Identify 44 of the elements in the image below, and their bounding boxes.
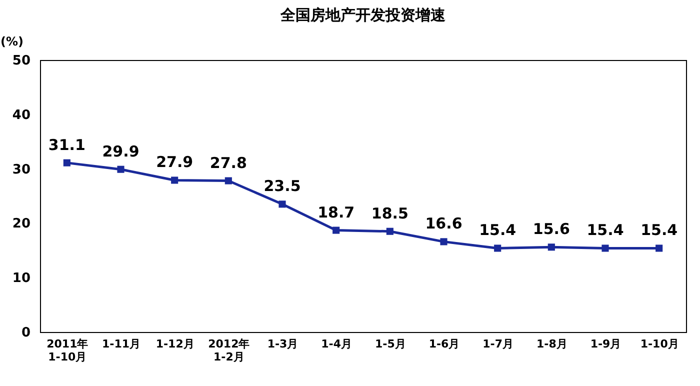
data-label: 27.9 xyxy=(156,153,194,172)
x-tick-label: 1-5月 xyxy=(374,338,406,350)
x-tick-label: 1-6月 xyxy=(428,338,460,350)
point xyxy=(494,244,502,252)
x-tick-label: 1-11月 xyxy=(102,338,141,350)
data-label: 23.5 xyxy=(264,177,301,196)
y-tick-label: 10 xyxy=(12,271,30,286)
x-tick-label: 1-3月 xyxy=(267,338,298,350)
point xyxy=(602,244,609,252)
y-tick-label: 0 xyxy=(21,326,30,340)
data-label: 15.4 xyxy=(479,221,516,240)
point xyxy=(224,177,232,184)
point xyxy=(117,166,124,173)
x-tick-label: 1-8月 xyxy=(536,338,568,350)
y-tick-label: 20 xyxy=(12,216,30,232)
point xyxy=(278,200,286,208)
data-label: 29.9 xyxy=(102,142,140,160)
x-tick-label: 2011年 1-10月 xyxy=(46,338,88,364)
x-tick-label: 1-10月 xyxy=(640,338,679,350)
y-tick-label: 50 xyxy=(12,54,30,68)
data-label: 31.1 xyxy=(48,136,86,154)
point xyxy=(63,159,70,166)
x-tick-label: 1-9月 xyxy=(590,338,622,350)
y-axis-title: (%) xyxy=(0,34,24,48)
data-label: 15.6 xyxy=(532,220,570,238)
point xyxy=(332,226,340,234)
point xyxy=(440,238,448,246)
chart-title: 全国房地产开发投资增速 xyxy=(280,6,446,24)
data-label: 27.8 xyxy=(210,154,247,172)
point xyxy=(171,176,178,184)
y-tick-label: 30 xyxy=(12,162,30,178)
data-label: 15.4 xyxy=(640,221,678,240)
x-tick-label: 1-4月 xyxy=(321,338,352,350)
data-label: 16.6 xyxy=(425,214,462,233)
point xyxy=(386,228,394,235)
x-tick-label: 1-7月 xyxy=(482,338,514,350)
point xyxy=(656,244,663,252)
y-tick-label: 40 xyxy=(12,108,30,123)
x-tick-label: 1-12月 xyxy=(156,338,194,350)
data-label: 18.7 xyxy=(318,203,355,222)
data-label: 18.5 xyxy=(371,204,408,222)
point xyxy=(548,244,555,251)
data-label: 15.4 xyxy=(586,221,624,240)
x-tick-label: 2012年 1-2月 xyxy=(208,338,250,364)
